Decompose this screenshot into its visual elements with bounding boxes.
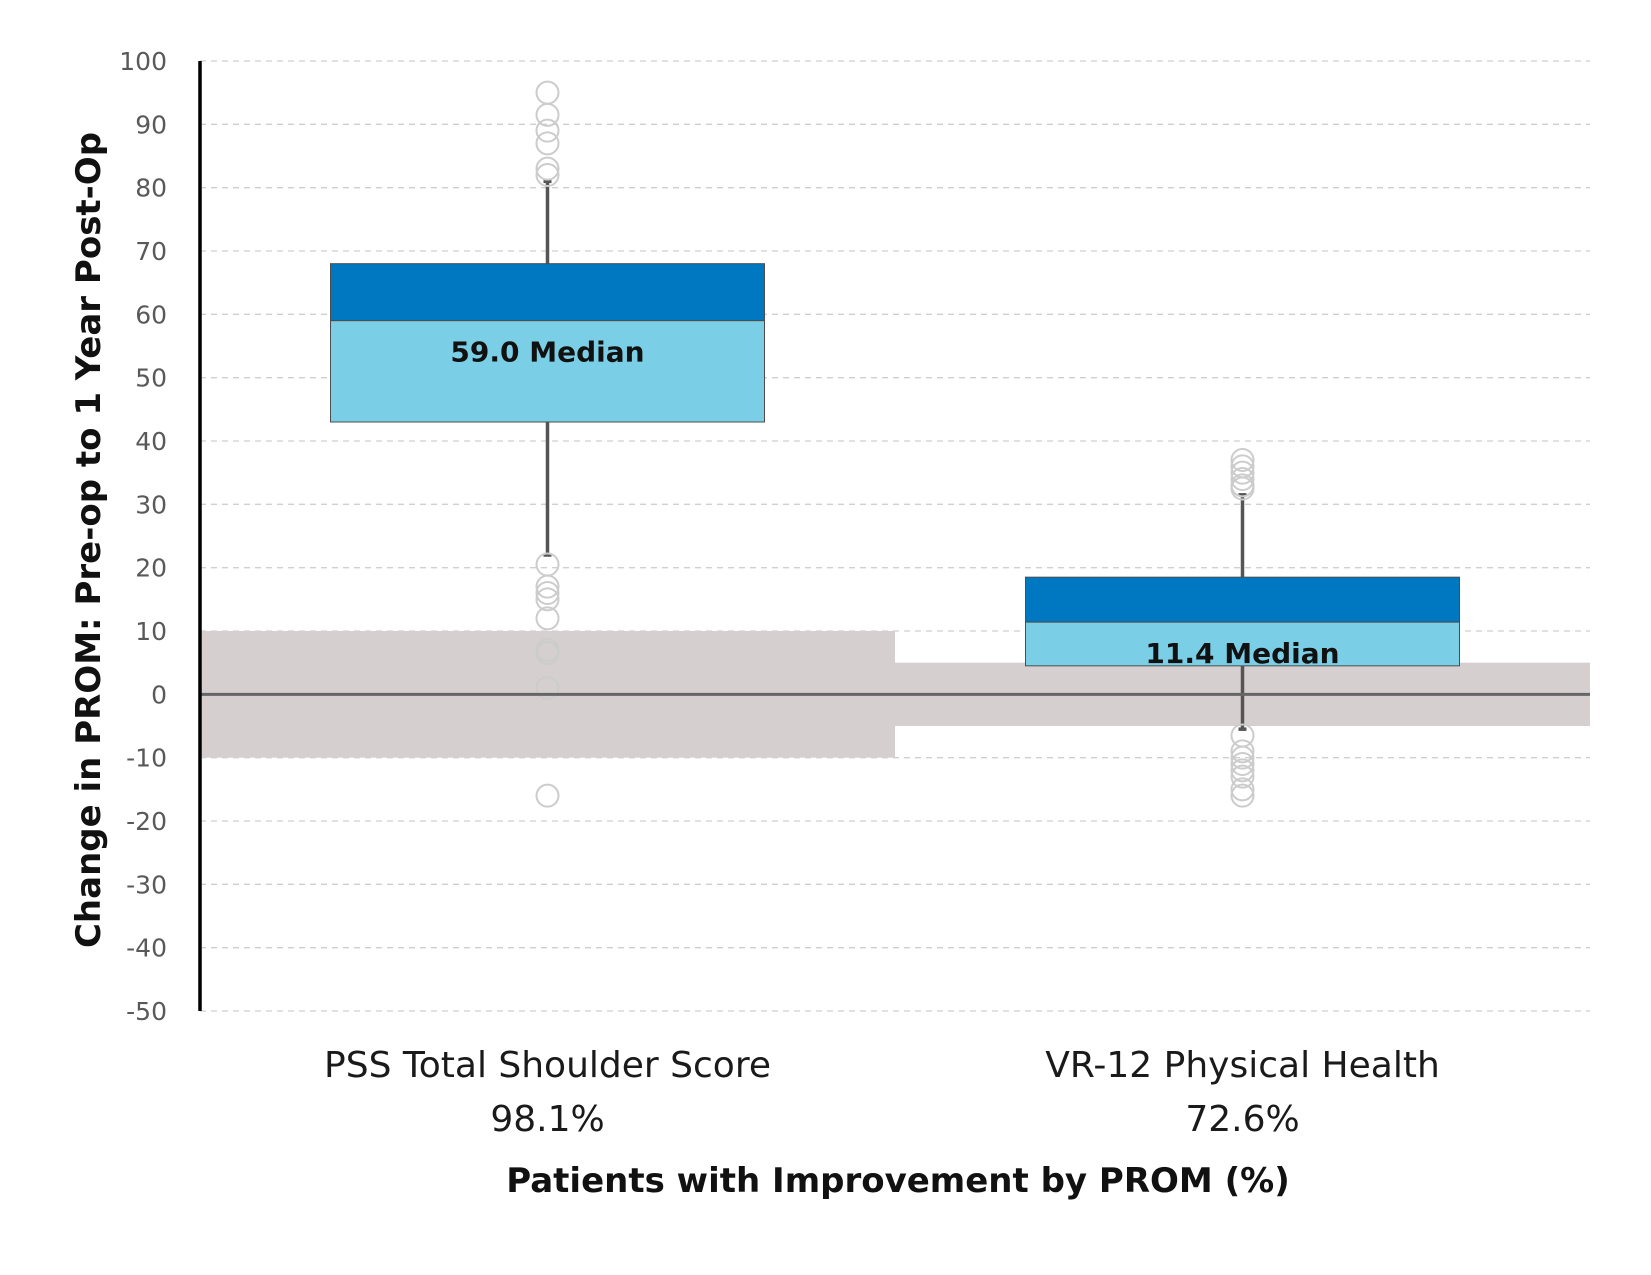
whiskers (543, 179, 1247, 731)
outlier-point (1230, 752, 1255, 776)
outlier-point (535, 552, 560, 577)
y-tick-label: -30 (126, 870, 167, 899)
y-axis-title: Change in PROM: Pre-op to 1 Year Post-Op (69, 132, 109, 948)
x-axis-title: Patients with Improvement by PROM (%) (506, 1161, 1290, 1201)
outlier-point (535, 131, 560, 156)
y-tick-label: 60 (135, 300, 167, 329)
outlier-point (535, 606, 560, 631)
outlier-point (1230, 758, 1255, 783)
y-tick-label: 30 (135, 490, 167, 519)
outlier-point (1230, 739, 1255, 764)
outlier-point (535, 581, 560, 605)
outlier-point (535, 156, 560, 181)
boxes (330, 263, 1460, 667)
y-tick-label: 40 (135, 427, 167, 456)
outlier-point (1230, 448, 1255, 472)
outlier-point (535, 574, 560, 599)
y-tick-label: 20 (135, 554, 167, 583)
y-tick-label: 70 (135, 237, 167, 266)
improvement-percent-label: 98.1% (490, 1099, 604, 1140)
improvement-percent-label: 72.6% (1185, 1099, 1299, 1140)
box-upper-quartile (1025, 576, 1460, 623)
axes (198, 61, 1590, 1011)
outlier-point (1230, 777, 1255, 802)
labels: 1009080706050403020100-10-20-30-40-5059.… (119, 47, 1439, 1140)
gridlines (200, 60, 1590, 1012)
outlier-point (535, 783, 560, 808)
outlier-point (535, 102, 560, 127)
y-tick-label: 100 (119, 47, 167, 76)
y-tick-label: 0 (151, 680, 167, 709)
outlier-point (1230, 745, 1255, 770)
outlier-point (1230, 467, 1255, 491)
y-tick-label: -40 (126, 934, 167, 963)
outliers (535, 80, 1255, 808)
box-lower-quartile (1025, 621, 1460, 667)
y-tick-label: 50 (135, 364, 167, 393)
box-lower-quartile (330, 320, 765, 423)
outlier-point (535, 676, 560, 700)
median-label: 59.0 Median (450, 336, 644, 369)
outlier-point (1230, 783, 1255, 808)
category-label: VR-12 Physical Health (1045, 1045, 1440, 1086)
y-tick-label: 90 (135, 110, 167, 139)
y-tick-label: -20 (126, 807, 167, 836)
outlier-point (535, 163, 560, 187)
outlier-point (535, 80, 560, 105)
outlier-point (1230, 460, 1255, 485)
box-upper-quartile (330, 263, 765, 322)
y-tick-label: -50 (126, 997, 167, 1026)
outlier-point (1230, 476, 1255, 501)
y-tick-label: -10 (126, 744, 167, 773)
outlier-point (535, 587, 560, 612)
median-label: 11.4 Median (1145, 637, 1339, 670)
y-tick-label: 80 (135, 174, 167, 203)
y-tick-label: 10 (135, 617, 167, 646)
outlier-point (535, 641, 560, 666)
outlier-point (1230, 764, 1255, 789)
outlier-point (535, 118, 560, 143)
category-label: PSS Total Shoulder Score (324, 1045, 771, 1086)
